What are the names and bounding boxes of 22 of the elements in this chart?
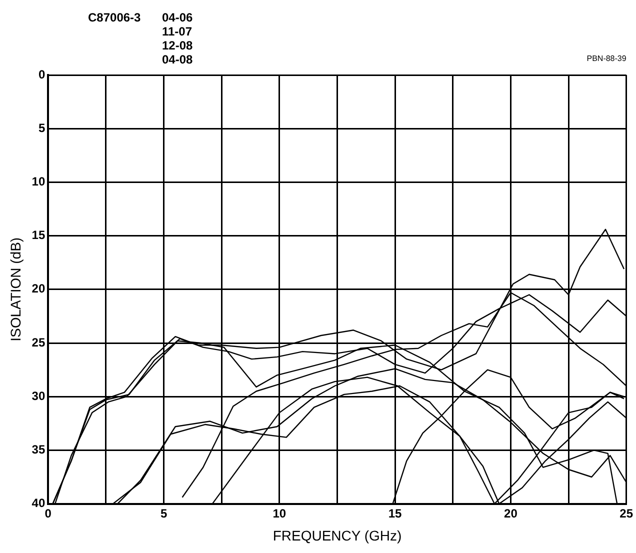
x-tick-label: 25 bbox=[620, 506, 634, 520]
y-tick-label: 25 bbox=[32, 335, 46, 350]
text: 12-08 bbox=[162, 38, 194, 52]
y-tick-label: 10 bbox=[32, 174, 46, 189]
text: 11-07 bbox=[162, 24, 192, 38]
x-axis-title: FREQUENCY (GHz) bbox=[272, 527, 402, 544]
x-tick-label: 10 bbox=[272, 506, 286, 520]
y-tick-label: 5 bbox=[38, 120, 46, 135]
text: PBN-88-39 bbox=[586, 54, 627, 64]
y-tick-label: 20 bbox=[32, 282, 46, 296]
text: C87006-3 bbox=[88, 10, 142, 24]
y-axis-title: ISOLATION (dB) bbox=[7, 237, 24, 342]
x-tick-label: 5 bbox=[160, 506, 168, 520]
x-tick-label: 20 bbox=[504, 506, 518, 520]
y-tick-label: 30 bbox=[32, 388, 46, 403]
text: 04-08 bbox=[162, 52, 194, 66]
y-tick-label: 15 bbox=[32, 228, 46, 242]
text: 04-06 bbox=[162, 10, 194, 24]
x-tick-label: 15 bbox=[388, 506, 402, 520]
y-tick-label: 35 bbox=[32, 442, 46, 457]
y-tick-label: 40 bbox=[32, 496, 46, 510]
y-tick-label: 0 bbox=[38, 67, 46, 82]
